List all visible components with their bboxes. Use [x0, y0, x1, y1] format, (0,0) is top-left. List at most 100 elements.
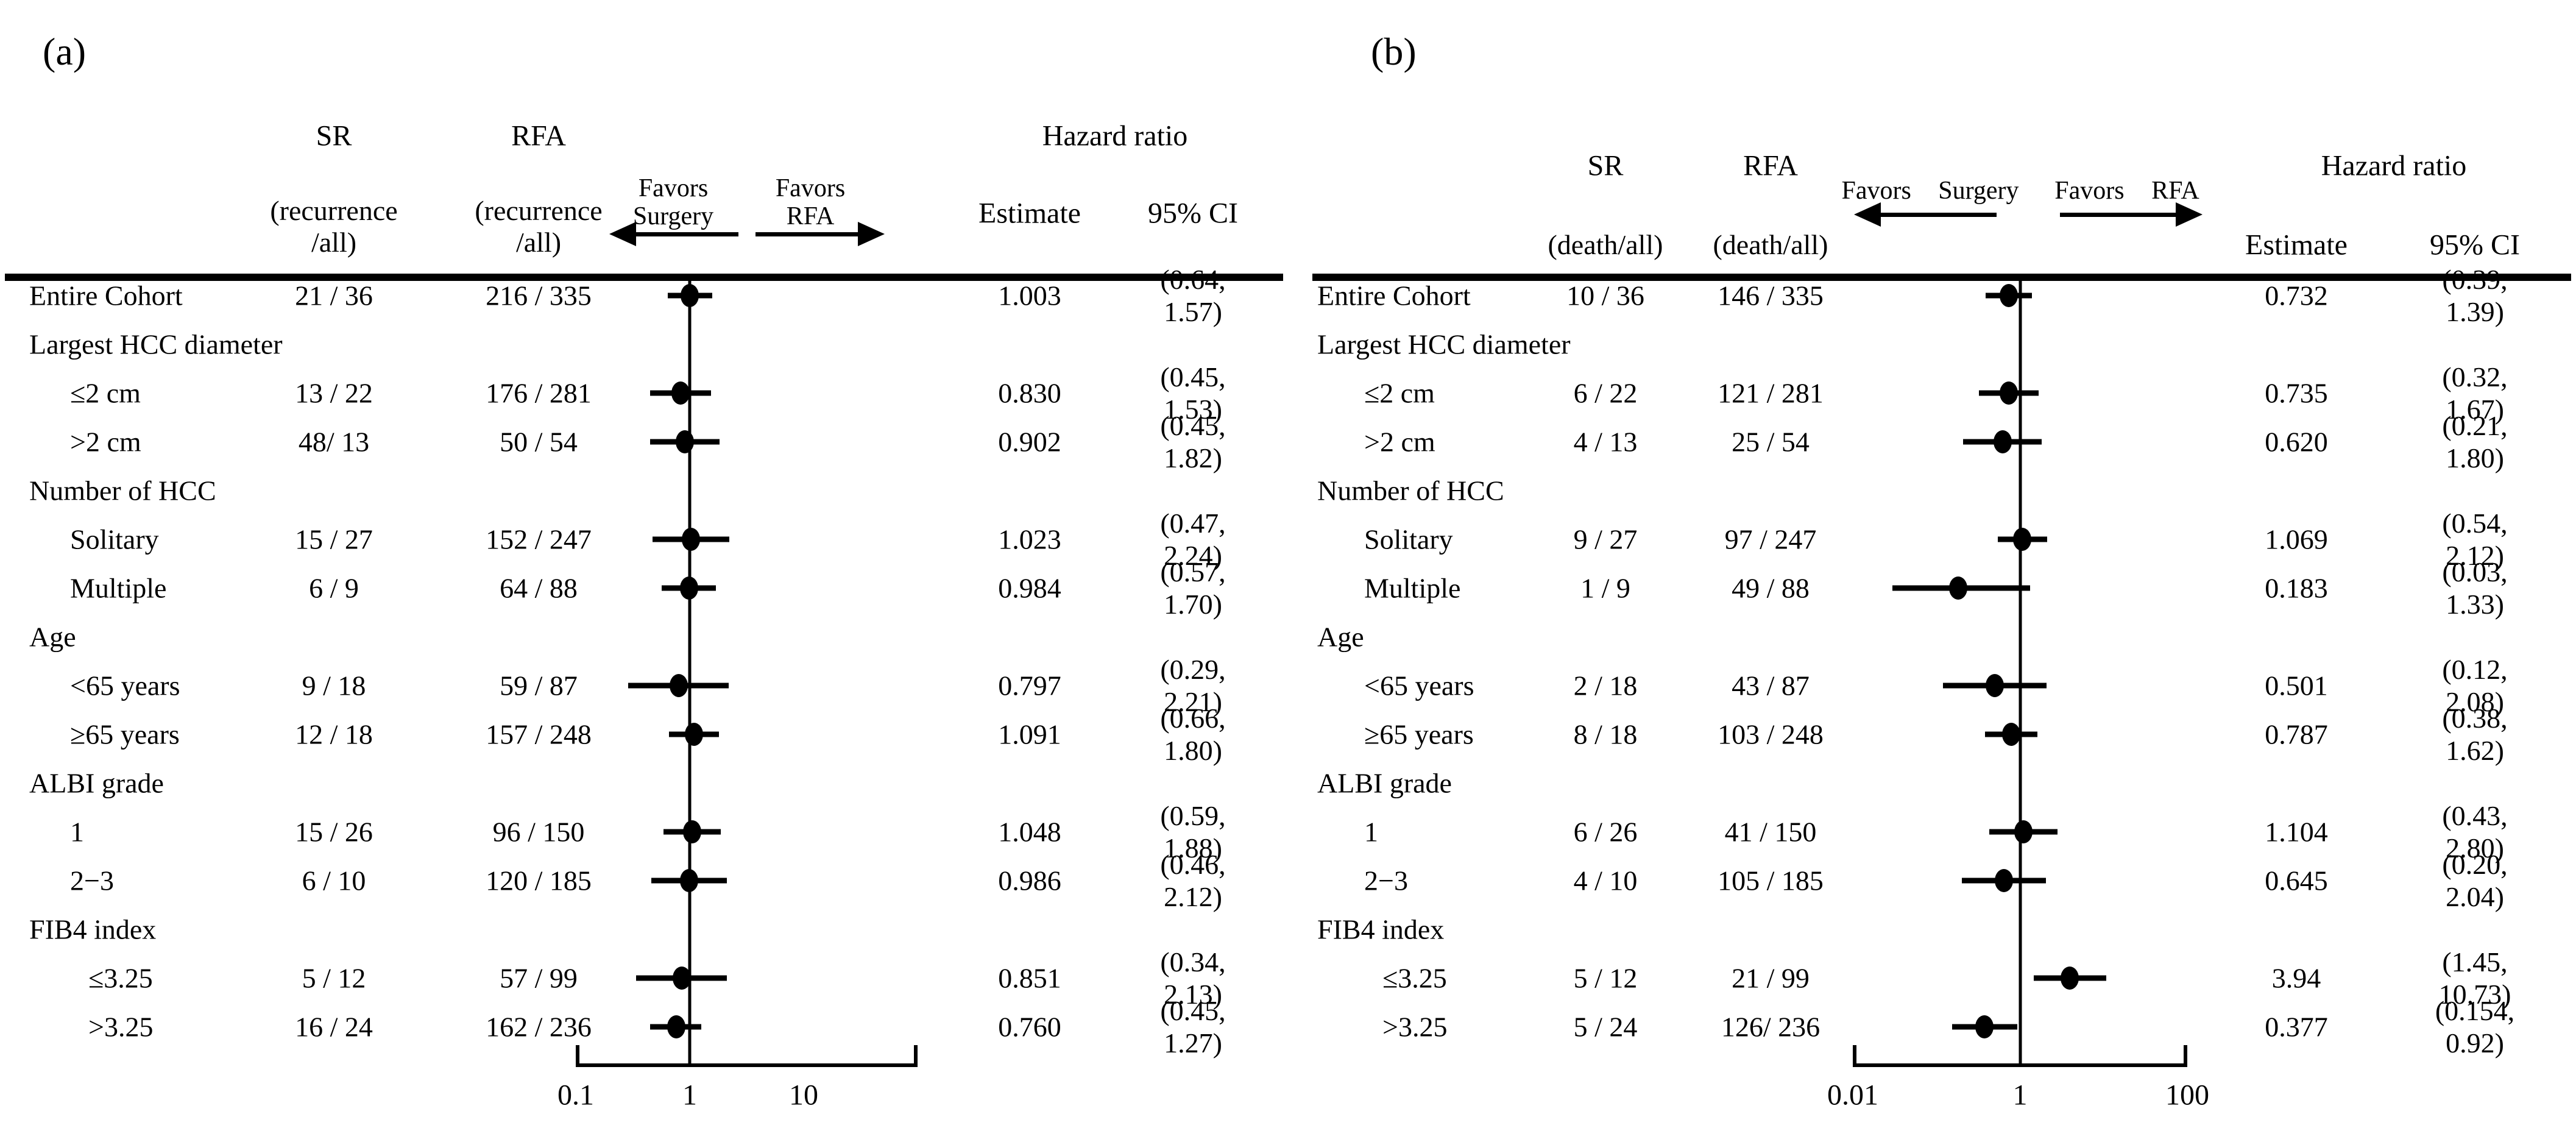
- point-estimate-marker: [2002, 723, 2021, 746]
- sr-value: 4 / 10: [1573, 865, 1638, 896]
- axis-line: [1853, 1063, 2187, 1067]
- rfa-subheader: (death/all): [1713, 229, 1828, 260]
- rfa-value: 146 / 335: [1718, 280, 1824, 311]
- estimate-value: 0.760: [998, 1011, 1061, 1043]
- row-label: ≥65 years: [70, 718, 180, 750]
- estimate-value: 1.003: [998, 280, 1061, 311]
- panel-b: (b) SR RFA (death/all) (death/all) Hazar…: [1288, 0, 2576, 1128]
- estimate-value: 0.851: [998, 962, 1061, 994]
- estimate-value: 0.902: [998, 426, 1061, 458]
- ci-value: (0.46, 2.12): [1160, 849, 1226, 912]
- arrow-right-shaft: [755, 232, 862, 236]
- sr-value: 6 / 10: [302, 865, 366, 896]
- row-label: ≥65 years: [1364, 718, 1474, 750]
- row-label: >2 cm: [1364, 426, 1435, 458]
- header-rule: [1312, 274, 2571, 281]
- estimate-value: 0.986: [998, 865, 1061, 896]
- panel-label: (b): [1371, 30, 1417, 73]
- estimate-value: 0.735: [2265, 377, 2328, 409]
- sr-value: 1 / 9: [1580, 572, 1630, 604]
- rfa-value: 49 / 88: [1732, 572, 1810, 604]
- axis-tick-label: 0.1: [557, 1079, 594, 1112]
- row-label: Multiple: [70, 572, 167, 604]
- estimate-value: 0.984: [998, 572, 1061, 604]
- ci-value: (0.54, 2.12): [2442, 508, 2508, 571]
- row-label: ≤3.25: [88, 962, 153, 994]
- axis-end-tick-right: [2184, 1045, 2187, 1067]
- row-label: ≤2 cm: [1364, 377, 1435, 409]
- ci-value: (0.12, 2.08): [2442, 654, 2508, 717]
- favors-surgery-label: Favors Surgery: [1841, 177, 2019, 205]
- favors-surgery-arrow-icon: [1854, 202, 1997, 227]
- sr-subheader: (death/all): [1548, 229, 1663, 260]
- group-row-label: FIB4 index: [1317, 913, 1445, 945]
- rfa-value: 176 / 281: [486, 377, 592, 409]
- row-label: 2−3: [70, 865, 114, 896]
- row-label: Solitary: [70, 523, 159, 555]
- point-estimate-marker: [2014, 820, 2033, 843]
- ci-value: (0.38, 1.62): [2442, 703, 2508, 766]
- ci-value: (0.39, 1.39): [2442, 264, 2508, 327]
- sr-value: 13 / 22: [295, 377, 373, 409]
- sr-value: 2 / 18: [1573, 670, 1638, 701]
- group-row-label: ALBI grade: [1317, 767, 1452, 799]
- ci-value: (0.47, 2.24): [1160, 508, 1226, 571]
- sr-value: 6 / 9: [309, 572, 359, 604]
- rfa-value: 50 / 54: [500, 426, 578, 458]
- rfa-value: 43 / 87: [1732, 670, 1810, 701]
- estimate-column-header: Estimate: [2245, 229, 2348, 261]
- ci-value: (0.43, 2.80): [2442, 800, 2508, 864]
- rfa-value: 25 / 54: [1732, 426, 1810, 458]
- sr-value: 48/ 13: [298, 426, 370, 458]
- sr-value: 4 / 13: [1573, 426, 1638, 458]
- group-row-label: FIB4 index: [29, 913, 157, 945]
- sr-column-header: SR: [1587, 149, 1624, 182]
- rfa-column-header: RFA: [1743, 149, 1798, 182]
- point-estimate-marker: [1999, 284, 2018, 307]
- reference-line: [688, 281, 692, 1063]
- point-estimate-marker: [682, 820, 701, 843]
- estimate-value: 0.377: [2265, 1011, 2328, 1043]
- rfa-value: 103 / 248: [1718, 718, 1824, 750]
- sr-value: 16 / 24: [295, 1011, 373, 1043]
- rfa-value: 57 / 99: [500, 962, 578, 994]
- point-estimate-marker: [1994, 430, 2012, 453]
- ci-value: (0.29, 2.21): [1160, 654, 1226, 717]
- arrow-right-head-icon: [858, 222, 885, 246]
- row-label: 1: [70, 816, 84, 848]
- row-label: Entire Cohort: [29, 280, 183, 311]
- axis-tick-label: 100: [2165, 1079, 2209, 1112]
- row-label: <65 years: [70, 670, 180, 701]
- point-estimate-marker: [2013, 528, 2032, 551]
- sr-column-header: SR: [316, 119, 352, 152]
- group-row-label: Age: [1317, 621, 1364, 653]
- group-row-label: Age: [29, 621, 76, 653]
- group-row-label: Number of HCC: [1317, 475, 1504, 506]
- row-label: <65 years: [1364, 670, 1474, 701]
- sr-value: 15 / 26: [295, 816, 373, 848]
- sr-subheader: (recurrence /all): [270, 195, 398, 258]
- ci-value: (0.66, 1.80): [1160, 703, 1226, 766]
- row-label: >3.25: [1382, 1011, 1448, 1043]
- sr-value: 9 / 27: [1573, 523, 1638, 555]
- arrow-left-shaft: [632, 232, 738, 236]
- row-label: ≤3.25: [1382, 962, 1447, 994]
- favors-rfa-arrow-icon: [755, 222, 885, 246]
- ci-column-header: 95% CI: [2430, 229, 2520, 261]
- estimate-value: 0.732: [2265, 280, 2328, 311]
- panel-a: (a) SR RFA (recurrence /all) (recurrence…: [5, 30, 1283, 1112]
- arrow-right-head-icon: [2176, 202, 2203, 227]
- group-row-label: ALBI grade: [29, 767, 164, 799]
- axis-tick-label: 10: [789, 1079, 818, 1112]
- sr-value: 5 / 12: [302, 962, 366, 994]
- ci-value: (0.32, 1.67): [2442, 361, 2508, 425]
- point-estimate-marker: [669, 674, 688, 697]
- rfa-value: 152 / 247: [486, 523, 592, 555]
- ci-value: (0.57, 1.70): [1160, 556, 1226, 620]
- row-label: Entire Cohort: [1317, 280, 1471, 311]
- point-estimate-marker: [1995, 869, 2014, 892]
- rfa-value: 59 / 87: [500, 670, 578, 701]
- point-estimate-marker: [685, 723, 704, 746]
- sr-value: 5 / 24: [1573, 1011, 1638, 1043]
